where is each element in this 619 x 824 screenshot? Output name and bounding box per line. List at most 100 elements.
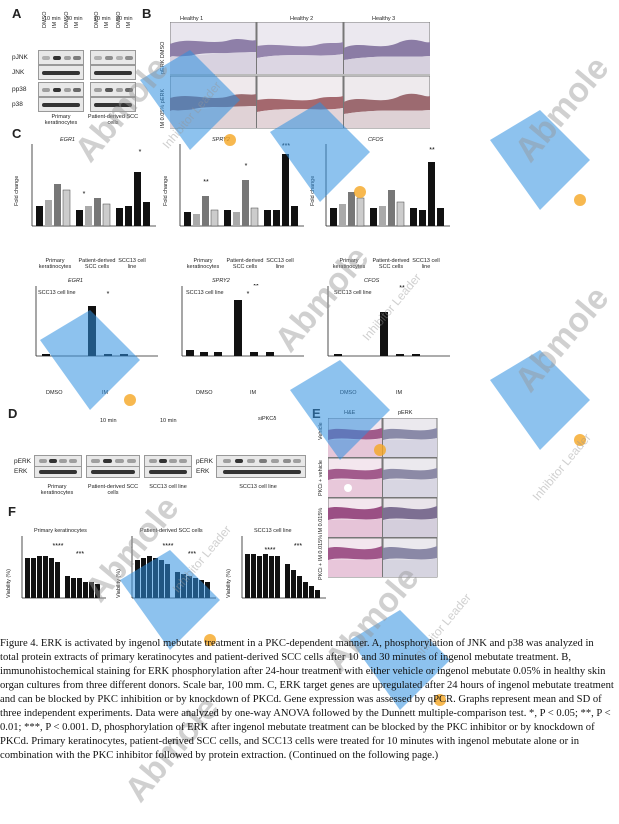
micrograph [328, 457, 383, 498]
micrograph [382, 537, 438, 578]
western-blot [38, 97, 84, 112]
treatment-label: IM [396, 390, 403, 396]
significance-star: ** [253, 284, 259, 290]
group-label: Primary keratinocytes [332, 258, 366, 270]
western-blot [144, 466, 192, 478]
subtitle: SCC13 cell line [334, 290, 372, 296]
significance-star: **** [53, 543, 64, 550]
group-label: Patient-derived SCC cells [87, 114, 139, 126]
subtitle: SCC13 cell line [38, 290, 76, 296]
group-label: Primary keratinocytes [38, 258, 72, 270]
panel-d-label: D [8, 406, 18, 421]
row-label: pERK DMSO [160, 41, 166, 74]
bar-chart-egr1-sirna: * [35, 286, 158, 357]
significance-star: * [107, 291, 110, 298]
significance-star: *** [76, 551, 84, 558]
treatment-label: IM [102, 390, 109, 396]
row-label: PKCi + vehicle [318, 460, 324, 496]
histology-grid [328, 418, 438, 578]
micrograph [328, 497, 383, 538]
significance-star: *** [282, 143, 290, 150]
group-label: SCC13 cell line [118, 258, 146, 270]
lane-label: IM [52, 21, 58, 28]
micrograph [328, 418, 383, 458]
column-label: Healthy 2 [290, 16, 314, 22]
significance-star: * [139, 149, 142, 156]
micrograph [170, 22, 257, 75]
chart-title: Primary keratinocytes [34, 528, 87, 534]
row-label: p38 [12, 101, 23, 108]
group-label: Patient-derived SCC cells [226, 258, 264, 270]
y-axis-label: Viability (%) [6, 569, 12, 598]
lane-label: DMSO [64, 11, 70, 29]
row-label: pp38 [12, 86, 27, 93]
panel-e-label: E [312, 406, 321, 421]
watermark-logo [490, 350, 590, 450]
time-label: 10 min [44, 16, 61, 22]
micrograph [170, 75, 257, 129]
y-axis-label: Viability (%) [226, 569, 232, 598]
western-blot [90, 65, 136, 80]
panel-f-label: F [8, 504, 16, 519]
western-blot [90, 97, 136, 112]
column-label: Healthy 3 [372, 16, 396, 22]
panel-b-label: B [142, 6, 152, 21]
significance-star: ** [203, 179, 209, 186]
significance-star: *** [188, 551, 196, 558]
row-label: IM 0.05% pERK [160, 88, 166, 128]
micrograph [343, 75, 430, 129]
western-blot [34, 466, 82, 478]
row-label: JNK [12, 69, 25, 76]
bar-chart-cfos-sirna: ** [327, 285, 450, 357]
treatment-label: IM [250, 390, 257, 396]
column-label: H&E [344, 410, 356, 416]
group-label: Patient-derived SCC cells [78, 258, 116, 270]
gene-title: CFOS [364, 278, 380, 284]
row-label: pJNK [12, 54, 28, 61]
panel-a-label: A [12, 6, 22, 21]
group-label: Primary keratinocytes [44, 114, 78, 126]
group-label: Primary keratinocytes [186, 258, 220, 270]
treatment-label: DMSO [46, 390, 63, 396]
western-blot [38, 50, 84, 65]
y-axis-label: Fold change [310, 175, 316, 206]
row-label: pERK [14, 458, 31, 465]
lane-label: DMSO [42, 11, 48, 29]
gene-title: SPRY2 [212, 278, 230, 284]
bar-chart-spry2-sirna: ** * [181, 284, 304, 357]
group-label: Primary keratinocytes [40, 484, 74, 496]
group-label: SCC13 cell line [266, 258, 294, 270]
row-label: Vehicle [318, 422, 324, 440]
lane-label: IM [126, 21, 132, 28]
treatment-label: DMSO [196, 390, 213, 396]
western-blot [34, 455, 82, 467]
chart-title: SCC13 cell line [254, 528, 292, 534]
time-label: 10 min [100, 418, 117, 424]
chart-title: Patient-derived SCC cells [140, 528, 203, 534]
micrograph [328, 537, 383, 578]
gene-title: CFOS [368, 137, 384, 143]
figure-caption: Figure 4. ERK is activated by ingenol me… [0, 638, 614, 761]
time-label: 30 min [116, 16, 133, 22]
lane-label: IM [104, 21, 110, 28]
gene-title: EGR1 [60, 137, 75, 143]
y-axis-label: Fold change [163, 175, 169, 206]
sirna-header: siPKCδ [258, 416, 277, 422]
significance-star: * [247, 291, 250, 298]
bar-chart-spry2: ** * *** [179, 143, 304, 227]
group-label: SCC13 cell line [239, 484, 277, 490]
panel-c-label: C [12, 126, 22, 141]
lane-label: DMSO [116, 11, 122, 29]
watermark-text: Abmole [507, 279, 617, 400]
micrograph [382, 457, 438, 498]
bar-chart-cfos: ** [325, 144, 450, 227]
group-label: SCC13 cell line [149, 484, 187, 490]
group-label: Patient-derived SCC cells [87, 484, 139, 496]
group-label: SCC13 cell line [412, 258, 440, 270]
watermark-logo [490, 110, 590, 210]
western-blot [38, 82, 84, 97]
micrograph [256, 22, 344, 75]
bar-chart-viability-primary: **** *** [21, 536, 106, 599]
western-blot [86, 466, 140, 478]
micrograph [343, 22, 430, 75]
